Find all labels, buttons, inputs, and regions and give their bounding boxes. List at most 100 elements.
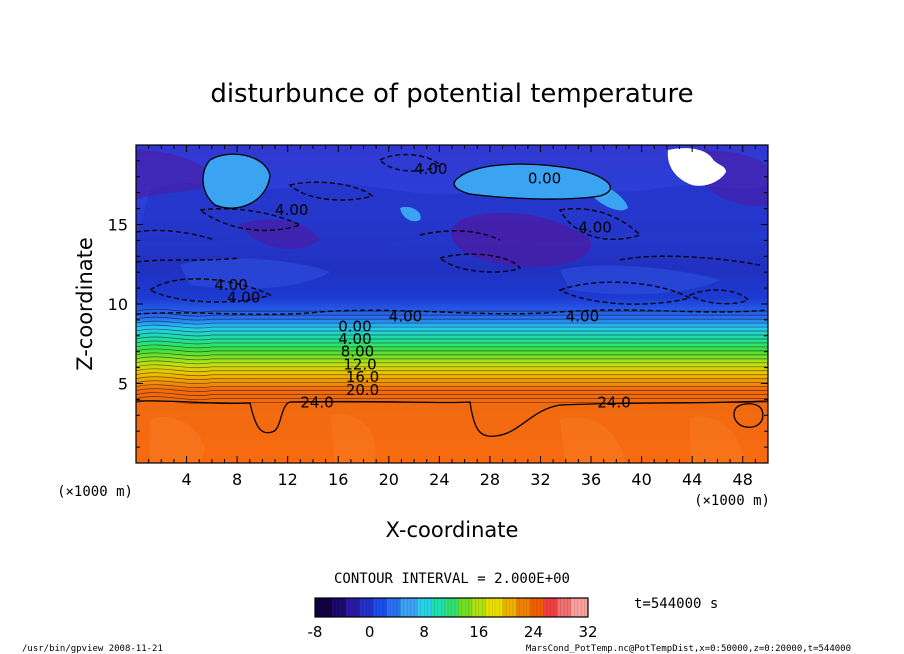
colorbar-cell — [485, 598, 490, 617]
contour-label: 4.00 — [275, 201, 308, 219]
contour-label: 0.00 — [528, 169, 561, 187]
colorbar-cell — [342, 598, 347, 617]
colorbar-cell — [509, 598, 514, 617]
colorbar-cell — [468, 598, 473, 617]
colorbar-cell — [577, 598, 582, 617]
colorbar-cell — [410, 598, 415, 617]
colorbar-cell — [454, 598, 459, 617]
colorbar-cell — [335, 598, 340, 617]
colorbar-cell — [448, 598, 452, 617]
colorbar-cell — [444, 598, 449, 617]
colorbar-cell — [567, 598, 572, 617]
x-tick-label: 48 — [733, 470, 753, 489]
colorbar-cell — [400, 598, 405, 617]
colorbar-frame — [314, 597, 589, 618]
colorbar-cell — [564, 598, 568, 617]
y-tick-label: 10 — [108, 295, 128, 314]
colorbar-cell — [379, 598, 384, 617]
y-tick-label: 15 — [108, 216, 128, 235]
svg-text:disturbunce of potential tempe: disturbunce of potential temperature — [210, 79, 693, 109]
layer-contour-line — [136, 352, 768, 357]
colorbar-cell — [390, 598, 394, 617]
time-text: t=544000 s — [634, 596, 718, 612]
colorbar-cell — [492, 598, 497, 617]
colorbar-cell — [413, 598, 418, 617]
colorbar-cell — [553, 598, 558, 617]
colorbar-cell — [376, 598, 381, 617]
colorbar — [314, 597, 589, 618]
contour-label: 4.00 — [338, 330, 371, 348]
x-tick-label: 32 — [530, 470, 550, 489]
colorbar-ticks: -8 0 8 16 24 32 — [308, 623, 598, 641]
colorbar-cell — [519, 598, 524, 617]
contour-label: 4.00 — [214, 276, 247, 294]
layer-contour-line — [136, 396, 768, 400]
layer-contour-line — [136, 336, 768, 341]
y-axis-label: Z-coordinate — [73, 237, 97, 371]
contour-lines — [136, 153, 768, 437]
x-tick-label: 16 — [328, 470, 348, 489]
colorbar-cell — [437, 598, 442, 617]
colorbar-cell — [581, 598, 585, 617]
y-axis-ticks: 5 10 15 — [108, 144, 768, 464]
colorbar-cell — [396, 598, 401, 617]
layer-contour-line — [136, 348, 768, 353]
layer-contour-line — [136, 372, 768, 377]
x-axis-ticks: 4 8 12 16 20 24 28 32 36 40 44 48 — [135, 145, 769, 489]
x-axis-label: X-coordinate — [386, 518, 519, 542]
contour-label: 4.00 — [578, 219, 611, 237]
x-tick-label: 40 — [631, 470, 651, 489]
x-tick-label: 24 — [429, 470, 449, 489]
colorbar-cell — [424, 598, 428, 617]
colorbar-tick-label: 0 — [365, 623, 375, 641]
colorbar-cell — [471, 598, 476, 617]
x-tick-label: 44 — [682, 470, 702, 489]
layer-contour-line — [136, 388, 768, 392]
colorbar-cell — [345, 598, 350, 617]
y-unit-note: (×1000 m) — [57, 484, 133, 500]
footer-right: MarsCond_PotTemp.nc@PotTempDist,x=0:5000… — [526, 644, 851, 654]
colorbar-cell — [318, 598, 323, 617]
colorbar-cell — [325, 598, 329, 617]
contour-label: 12.0 — [343, 355, 376, 373]
colorbar-cell — [362, 598, 367, 617]
colorbar-cell — [478, 598, 483, 617]
layer-contour-line — [136, 320, 768, 325]
colorbar-cell — [543, 598, 548, 617]
colorbar-cell — [570, 598, 575, 617]
colorbar-cell — [355, 598, 360, 617]
colorbar-cell — [352, 598, 357, 617]
colorbar-cell — [557, 598, 561, 617]
layer-contour-line — [136, 308, 768, 313]
colorbar-cell — [465, 598, 469, 617]
colorbar-cell — [461, 598, 466, 617]
colorbar-cell — [373, 598, 377, 617]
contour-label: 4.00 — [389, 308, 422, 326]
colorbar-cell — [407, 598, 411, 617]
contour-label: 20.0 — [346, 381, 379, 399]
heatmap-field — [136, 145, 768, 463]
colorbar-cell — [506, 598, 510, 617]
x-tick-label: 20 — [379, 470, 399, 489]
colorbar-tick-label: 8 — [419, 623, 429, 641]
colorbar-cell — [328, 598, 333, 617]
colorbar-cell — [502, 598, 507, 617]
layer-contour-line — [136, 380, 768, 384]
colorbar-cell — [431, 598, 435, 617]
layer-contour-line — [136, 344, 768, 349]
colorbar-cell — [512, 598, 517, 617]
colorbar-cell — [338, 598, 343, 617]
layer-contour-line — [136, 324, 768, 329]
colorbar-cell — [499, 598, 503, 617]
colorbar-cell — [475, 598, 480, 617]
x-tick-label: 8 — [232, 470, 242, 489]
colorbar-cell — [540, 598, 544, 617]
colorbar-cell — [529, 598, 534, 617]
colorbar-cell — [584, 598, 589, 617]
colorbar-cell — [383, 598, 387, 617]
colorbar-tick-label: -8 — [308, 623, 323, 641]
colorbar-cell — [526, 598, 531, 617]
colorbar-cell — [321, 598, 326, 617]
colorbar-cell — [536, 598, 541, 617]
colorbar-cell — [560, 598, 565, 617]
